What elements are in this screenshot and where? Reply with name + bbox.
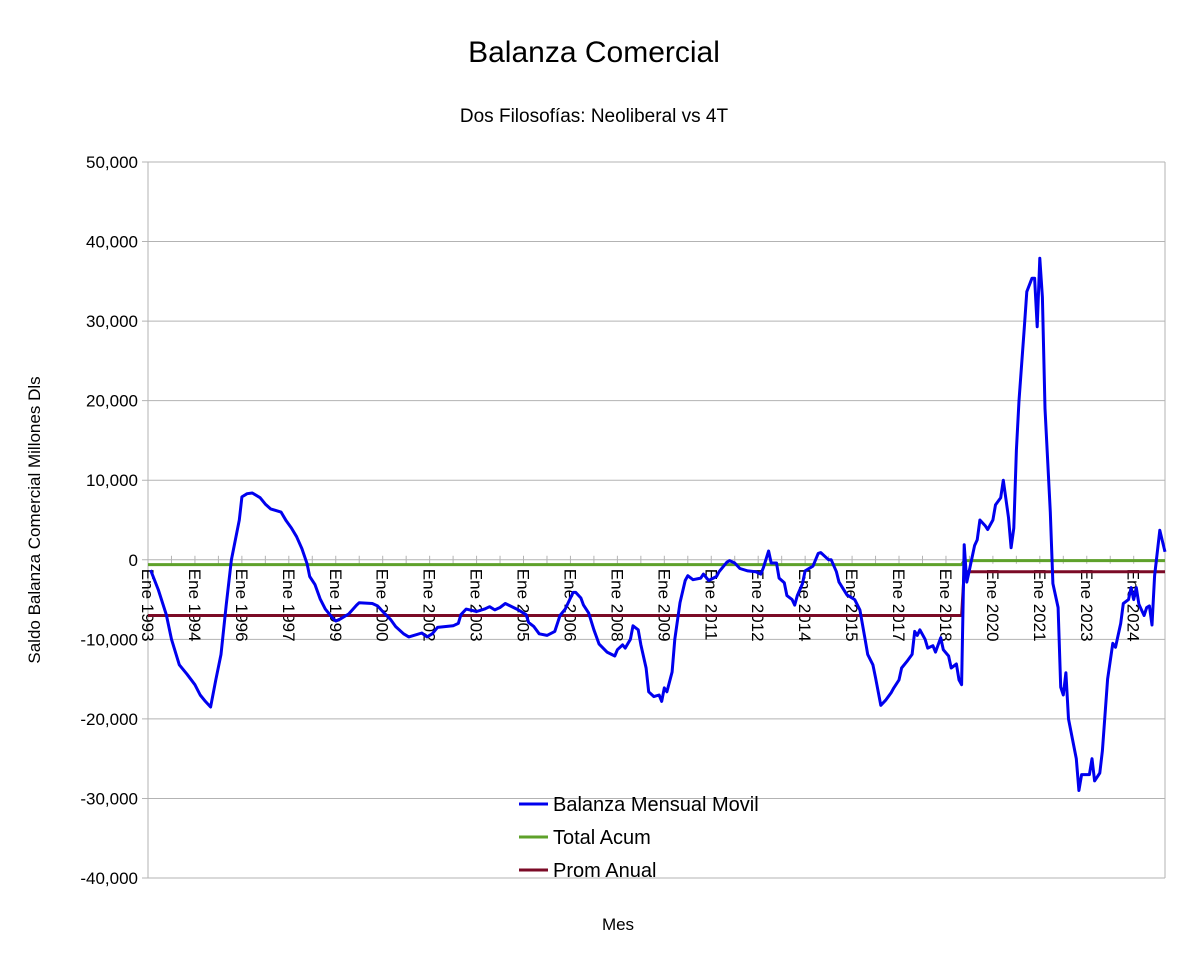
x-tick-label: Ene 2018 <box>936 569 955 642</box>
y-tick-label: 20,000 <box>86 392 138 411</box>
y-tick-label: 0 <box>129 551 138 570</box>
x-tick-label: Ene 1994 <box>185 569 204 642</box>
x-tick-label: Ene 1993 <box>138 569 157 642</box>
x-tick-label: Ene 1996 <box>232 569 251 642</box>
y-tick-label: 10,000 <box>86 471 138 490</box>
x-tick-label: Ene 2020 <box>983 569 1002 642</box>
legend-label: Total Acum <box>553 827 651 849</box>
x-tick-label: Ene 2021 <box>1030 569 1049 642</box>
x-tick-label: Ene 1997 <box>279 569 298 642</box>
y-tick-label: 40,000 <box>86 233 138 252</box>
x-tick-label: Ene 2005 <box>514 569 533 642</box>
chart-subtitle: Dos Filosofías: Neoliberal vs 4T <box>460 106 729 127</box>
x-tick-label: Ene 2011 <box>701 569 720 641</box>
x-tick-label: Ene 2024 <box>1124 569 1143 642</box>
y-tick-label: -40,000 <box>80 869 138 888</box>
series-line-total-acum <box>148 559 1165 567</box>
x-tick-label: Ene 2000 <box>373 569 392 642</box>
y-tick-label: -10,000 <box>80 630 138 649</box>
y-tick-label: -30,000 <box>80 789 138 808</box>
x-tick-label: Ene 2012 <box>748 569 767 642</box>
grid <box>142 161 1166 879</box>
y-tick-label: -20,000 <box>80 710 138 729</box>
x-tick-label: Ene 2023 <box>1077 569 1096 642</box>
x-tick-label: Ene 2003 <box>467 569 486 642</box>
legend-label: Balanza Mensual Movil <box>553 794 759 816</box>
x-tick-label: Ene 2015 <box>842 569 861 642</box>
series-line-balanza-mensual-movil <box>149 256 1167 792</box>
legend: Balanza Mensual Movil Total Acum Prom Anua… <box>519 794 759 882</box>
x-tick-label: Ene 2017 <box>889 569 908 642</box>
x-tick-label: Ene 2009 <box>654 569 673 642</box>
x-axis-label: Mes <box>602 915 634 934</box>
series-lines <box>148 256 1167 792</box>
x-tick-label: Ene 2008 <box>607 569 626 642</box>
y-tick-label: 50,000 <box>86 153 138 172</box>
y-axis-label: Saldo Balanza Comercial Millones Dls <box>25 376 44 663</box>
y-tick-label: 30,000 <box>86 312 138 331</box>
x-tick-label: Ene 2006 <box>560 569 579 642</box>
y-axis-ticks: 50,000 40,000 30,000 20,000 10,000 0 -10,000 -2… <box>80 153 138 888</box>
chart-title: Balanza Comercial <box>468 36 720 69</box>
legend-label: Prom Anual <box>553 860 656 882</box>
x-tick-label: Ene 1999 <box>326 569 345 642</box>
x-axis-ticks: Ene 1993 Ene 1994 Ene 1996 Ene 1997 Ene 1999… <box>138 555 1158 642</box>
x-tick-label: Ene 2002 <box>420 569 439 642</box>
